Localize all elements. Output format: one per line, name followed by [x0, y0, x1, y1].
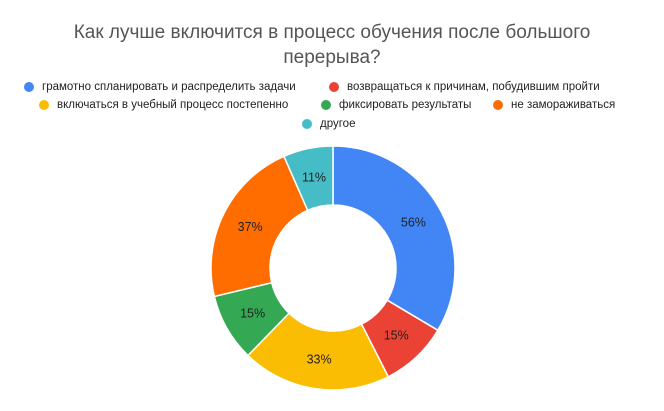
legend-item-results[interactable]: фиксировать результаты: [321, 99, 471, 111]
chart-title: Как лучше включится в процесс обучения п…: [73, 22, 591, 68]
slice-no-worry[interactable]: [210, 155, 309, 298]
data-label: 37%: [238, 220, 263, 234]
legend-swatch-icon: [39, 100, 49, 110]
legend-label: включаться в учебный процесс постепенно: [57, 99, 289, 111]
data-label: 56%: [401, 215, 426, 229]
legend-label: грамотно спланировать и распределить зад…: [42, 81, 296, 93]
slice-gradual[interactable]: [246, 312, 390, 391]
legend-label: фиксировать результаты: [339, 99, 472, 111]
data-label: 15%: [240, 307, 265, 321]
legend-item-other[interactable]: другое: [302, 118, 355, 130]
legend-label: не замораживаться: [511, 99, 616, 111]
legend-item-gradual[interactable]: включаться в учебный процесс постепенно: [39, 99, 288, 111]
legend-swatch-icon: [24, 82, 34, 92]
legend-label: другое: [320, 118, 356, 130]
data-label: 11%: [302, 170, 326, 184]
chart-legend: грамотно спланировать и распределить зад…: [0, 0, 664, 140]
legend-item-reasons[interactable]: возвращаться к причинам, побудившим прой…: [329, 81, 600, 93]
legend-swatch-icon: [302, 119, 312, 129]
legend-swatch-icon: [329, 82, 339, 92]
legend-swatch-icon: [321, 100, 331, 110]
legend-item-plan[interactable]: грамотно спланировать и распределить зад…: [24, 81, 296, 93]
slice-plan[interactable]: [332, 145, 456, 332]
legend-item-no-worry[interactable]: не замораживаться: [493, 99, 615, 111]
legend-swatch-icon: [493, 100, 503, 110]
data-label: 33%: [307, 352, 332, 366]
slice-other[interactable]: [282, 145, 334, 212]
legend-label: возвращаться к причинам, побудившим прой…: [347, 81, 600, 93]
data-label: 15%: [384, 329, 409, 343]
